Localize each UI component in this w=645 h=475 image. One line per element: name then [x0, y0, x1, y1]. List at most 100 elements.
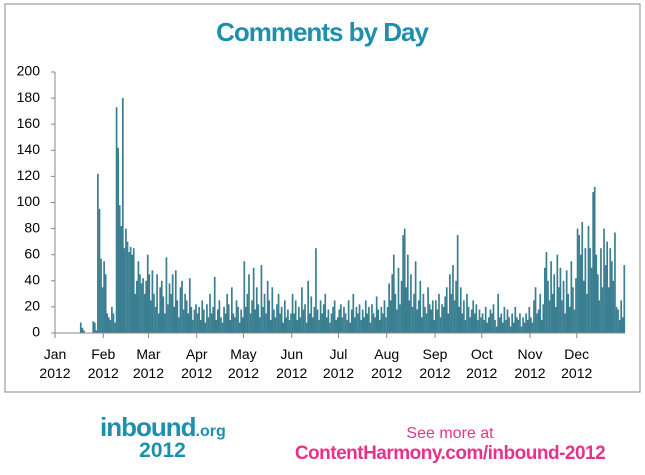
bar	[196, 313, 199, 333]
bar	[397, 267, 400, 333]
bar	[431, 300, 434, 333]
bar	[352, 293, 355, 333]
y-tick-label: 180	[17, 89, 41, 105]
bar	[117, 147, 120, 333]
bar	[216, 309, 219, 333]
bar	[536, 313, 538, 333]
bar	[447, 313, 450, 333]
bar	[139, 274, 141, 333]
bar	[333, 300, 336, 333]
bar	[151, 270, 154, 333]
bar	[296, 319, 299, 333]
call-to-action: See more at ContentHarmony.com/inbound-2…	[290, 425, 610, 465]
bar	[226, 293, 229, 333]
bar	[123, 248, 126, 333]
bar	[396, 309, 398, 333]
bar	[537, 309, 540, 333]
bar	[101, 287, 104, 333]
bar	[354, 317, 356, 333]
x-tick-label: Jul 2012	[322, 346, 355, 381]
y-tick-label: 40	[24, 272, 40, 288]
bar	[453, 300, 456, 333]
bar	[377, 309, 380, 333]
bar	[410, 274, 412, 333]
bar	[318, 319, 320, 333]
bar	[615, 306, 618, 333]
bar	[374, 317, 376, 333]
bar	[129, 246, 132, 333]
bar	[288, 319, 291, 333]
bar	[249, 313, 252, 333]
bar	[606, 241, 609, 333]
bar	[234, 317, 236, 333]
bar	[192, 319, 194, 333]
bar	[235, 300, 238, 333]
bar	[143, 293, 146, 333]
bar	[355, 306, 358, 333]
bar	[467, 306, 470, 333]
bar	[254, 309, 257, 333]
bar	[394, 293, 397, 333]
bar	[444, 296, 447, 333]
bar	[548, 300, 551, 333]
chart: Comments by Day 0 20 40 60 80 100 120 140 160 180…	[4, 3, 641, 393]
bar	[492, 304, 495, 333]
bar	[240, 309, 243, 333]
bar	[274, 317, 277, 333]
bar	[572, 287, 574, 333]
bar	[109, 319, 112, 333]
bar	[93, 322, 96, 333]
bar	[310, 296, 313, 333]
bar	[330, 313, 333, 333]
bar	[612, 280, 615, 333]
bar	[319, 300, 322, 333]
bar	[449, 274, 451, 333]
bar	[95, 330, 98, 333]
bar	[81, 327, 84, 333]
bar	[399, 304, 401, 333]
bar	[382, 313, 384, 333]
logo: inbound.org 2012	[100, 412, 226, 463]
bar	[442, 306, 445, 333]
bar	[623, 265, 626, 333]
bar	[260, 265, 263, 333]
bar	[411, 306, 414, 333]
bar	[212, 306, 215, 333]
bar	[103, 261, 105, 333]
bar	[582, 280, 585, 333]
bar	[383, 300, 386, 333]
bar	[297, 306, 300, 333]
bar	[478, 309, 481, 333]
bar	[262, 306, 264, 333]
bar	[132, 248, 135, 333]
bar	[107, 317, 110, 333]
bar	[154, 306, 157, 333]
cta-link[interactable]: ContentHarmony.com/inbound-2012	[294, 443, 606, 464]
bar	[509, 326, 512, 333]
bar	[450, 293, 453, 333]
bar	[601, 287, 604, 333]
bar	[559, 267, 562, 333]
bar	[413, 293, 415, 333]
chart-border	[4, 3, 641, 393]
bar	[322, 304, 325, 333]
bar	[553, 274, 556, 333]
bar	[104, 274, 107, 333]
bar	[428, 304, 431, 333]
bar	[325, 317, 328, 333]
bar	[347, 300, 350, 333]
bar	[301, 287, 303, 333]
bar	[246, 293, 249, 333]
bar	[554, 306, 557, 333]
bar	[544, 267, 546, 333]
bar	[273, 309, 275, 333]
bar	[126, 241, 129, 333]
bar	[430, 309, 433, 333]
bar	[369, 322, 372, 333]
x-tick-label: Feb 2012	[87, 346, 119, 381]
bar	[589, 248, 591, 333]
x-tick-label: Oct 2012	[466, 346, 498, 381]
bar	[182, 309, 185, 333]
bar	[241, 317, 244, 333]
bar	[199, 319, 202, 333]
